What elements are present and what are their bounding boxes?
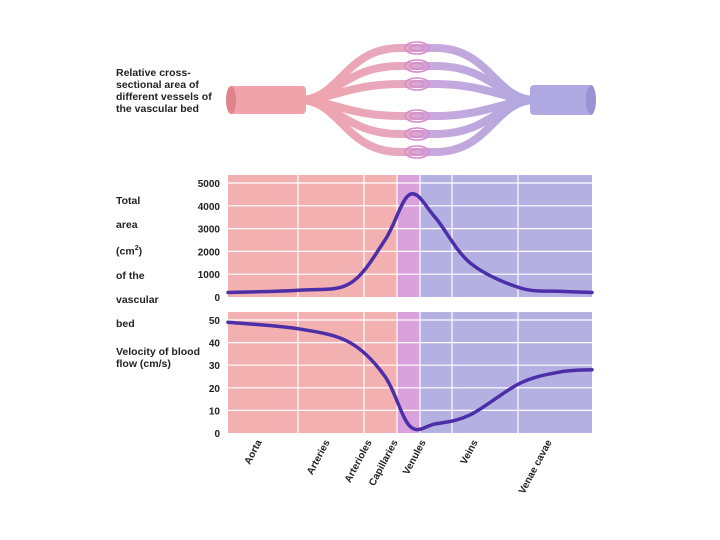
area-label-line6: bed [116,317,135,330]
y-tick-label: 5000 [198,179,221,190]
y-tick-label: 0 [214,429,220,440]
y-tick-label: 20 [209,384,221,395]
y-tick-label: 3000 [198,225,221,236]
vena-cava-opening [586,85,596,115]
vessel-diagram [226,41,596,159]
area-label-line3a: (cm [116,245,135,258]
area-chart-y-ticks: 0 1000 2000 3000 4000 5000 [198,179,221,304]
y-tick-label: 0 [214,293,220,304]
category-label-venae-cavae: Venae cavae [517,438,555,496]
area-chart-background [228,175,592,297]
y-tick-label: 40 [209,339,221,350]
capillary-region [397,312,420,433]
area-chart: 0 1000 2000 3000 4000 5000 [198,175,594,304]
vessel-branches [296,44,539,156]
area-label-sup: 2 [134,245,139,252]
aorta-opening [226,86,236,114]
area-label-line4: of the [116,269,145,282]
arterial-region [228,175,397,297]
aorta-vessel [228,86,306,114]
category-label-arteries: Arteries [305,438,333,477]
velocity-chart-y-ticks: 0 10 20 30 40 50 [209,316,221,440]
area-chart-gridlines [228,175,592,297]
category-label-aorta: Aorta [243,438,265,467]
area-axis-label: Total area (cm2) of the vascular bed [116,183,186,330]
vena-cava-vessel [530,85,592,115]
velocity-chart-background [228,312,592,433]
y-tick-label: 30 [209,361,221,372]
y-tick-label: 2000 [198,247,221,258]
category-label-veins: Veins [459,438,481,467]
y-tick-label: 1000 [198,270,221,281]
velocity-chart: 0 10 20 30 40 50 [209,312,594,440]
area-label-line3b: ) [138,245,143,258]
area-label-line1: Total [116,195,141,207]
venous-region [420,175,592,297]
area-curve [226,192,594,295]
category-label-venules: Venules [401,438,429,477]
vessel-diagram-label: Relative cross-sectional area of differe… [116,67,212,115]
y-tick-label: 50 [209,316,221,327]
velocity-curve [226,320,594,432]
y-tick-label: 4000 [198,202,221,213]
velocity-chart-gridlines [228,312,592,433]
y-tick-label: 10 [209,406,221,417]
velocity-axis-label: Velocity of blood flow (cm/s) [116,346,201,370]
area-label-line2: area [116,219,138,231]
capillary-loops [404,41,430,159]
area-label-line5: vascular [116,293,159,306]
